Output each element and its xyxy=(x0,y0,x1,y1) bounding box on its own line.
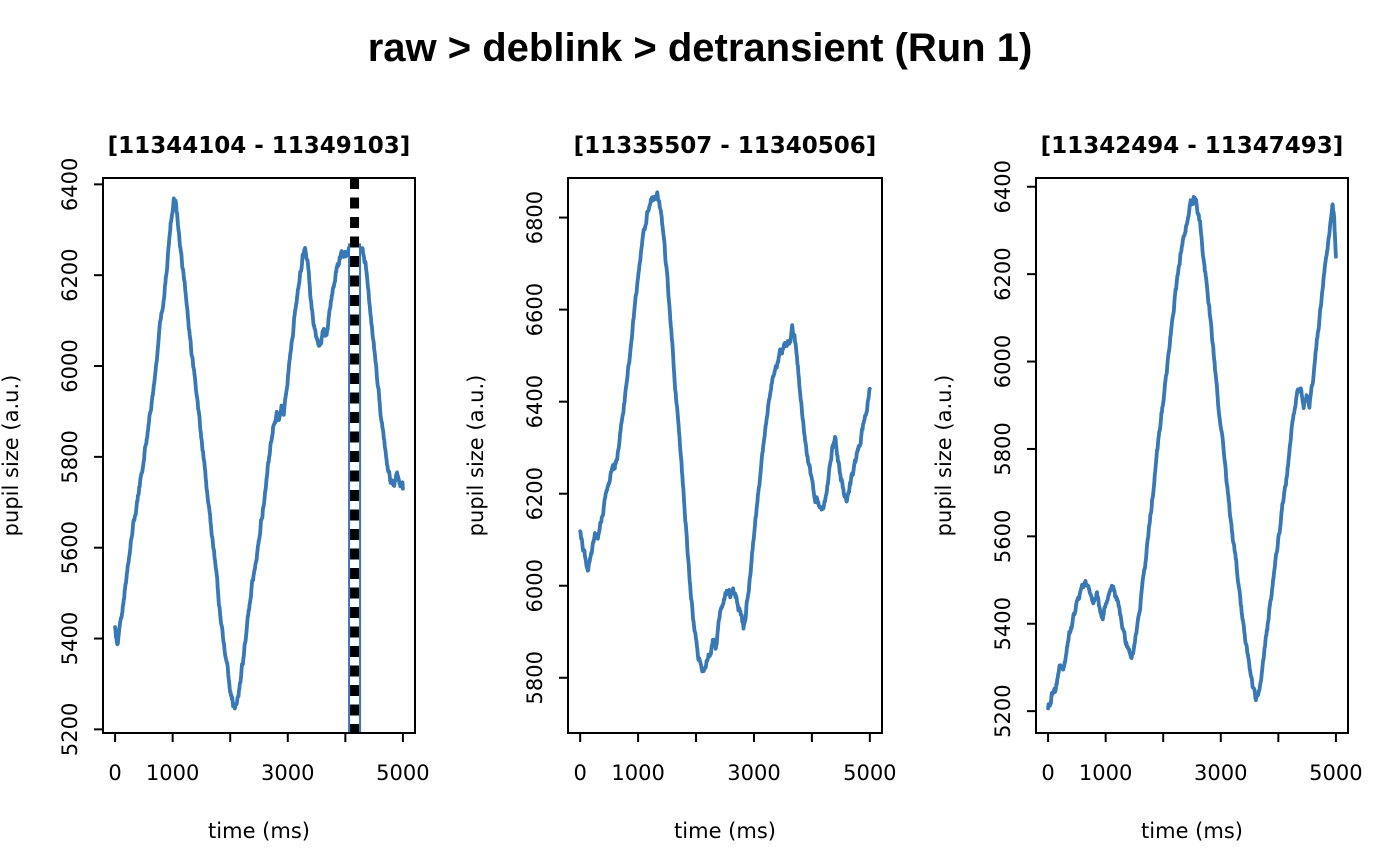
y-tick-label: 5400 xyxy=(991,597,1015,650)
y-tick-label: 6000 xyxy=(523,559,547,612)
x-tick-label: 0 xyxy=(108,761,121,785)
panel-title: [11344104 - 11349103] xyxy=(108,133,411,159)
y-tick-label: 6400 xyxy=(991,160,1015,213)
y-tick-label: 6000 xyxy=(58,339,82,392)
y-tick-label: 6200 xyxy=(58,248,82,301)
pupil-trace xyxy=(578,190,872,674)
y-tick-label: 6600 xyxy=(523,283,547,336)
y-tick-label: 5800 xyxy=(523,651,547,704)
plot-box xyxy=(567,177,883,734)
panel-right: [11342494 - 11347493] 0 1000 3000 5000 5200 54… xyxy=(932,133,1363,843)
y-tick-label: 5400 xyxy=(58,612,82,665)
y-tick-label: 6400 xyxy=(523,375,547,428)
x-tick-label: 5000 xyxy=(376,761,429,785)
y-tick-label: 5200 xyxy=(58,703,82,756)
y-tick-label: 6000 xyxy=(991,335,1015,388)
x-axis-label: time (ms) xyxy=(1141,819,1243,843)
y-tick-label: 5600 xyxy=(58,521,82,574)
panel-left: [11344104 - 11349103] 0 1000 3000 5000 5200 54… xyxy=(0,133,430,843)
x-axis-label: time (ms) xyxy=(674,819,776,843)
y-tick-label: 5800 xyxy=(991,422,1015,475)
y-tick-label: 5200 xyxy=(991,684,1015,737)
x-tick-label: 3000 xyxy=(1194,761,1247,785)
y-axis-label: pupil size (a.u.) xyxy=(932,375,956,537)
panel-middle: [11335507 - 11340506] 0 1000 3000 5000 5800 60… xyxy=(464,133,897,843)
panel-title: [11335507 - 11340506] xyxy=(574,133,877,159)
panel-title: [11342494 - 11347493] xyxy=(1041,133,1344,159)
x-axis-label: time (ms) xyxy=(208,819,310,843)
pupil-trace xyxy=(1046,194,1338,711)
y-tick-label: 6400 xyxy=(58,158,82,211)
x-tick-label: 0 xyxy=(573,761,586,785)
y-axis-label: pupil size (a.u.) xyxy=(464,375,488,537)
x-tick-label: 1000 xyxy=(611,761,664,785)
y-tick-label: 5600 xyxy=(991,510,1015,563)
y-axis-label: pupil size (a.u.) xyxy=(0,375,23,537)
x-tick-label: 3000 xyxy=(727,761,780,785)
plot-box xyxy=(1035,177,1349,734)
figure-title: raw > deblink > detransient (Run 1) xyxy=(367,26,1033,70)
y-tick-label: 5800 xyxy=(58,430,82,483)
x-tick-label: 0 xyxy=(1041,761,1054,785)
x-tick-label: 5000 xyxy=(1309,761,1362,785)
x-tick-label: 1000 xyxy=(146,761,199,785)
y-tick-label: 6200 xyxy=(523,467,547,520)
plot-box xyxy=(102,177,416,734)
y-tick-label: 6200 xyxy=(991,247,1015,300)
y-tick-label: 6800 xyxy=(523,191,547,244)
x-tick-label: 1000 xyxy=(1079,761,1132,785)
x-tick-label: 5000 xyxy=(843,761,896,785)
x-tick-label: 3000 xyxy=(261,761,314,785)
